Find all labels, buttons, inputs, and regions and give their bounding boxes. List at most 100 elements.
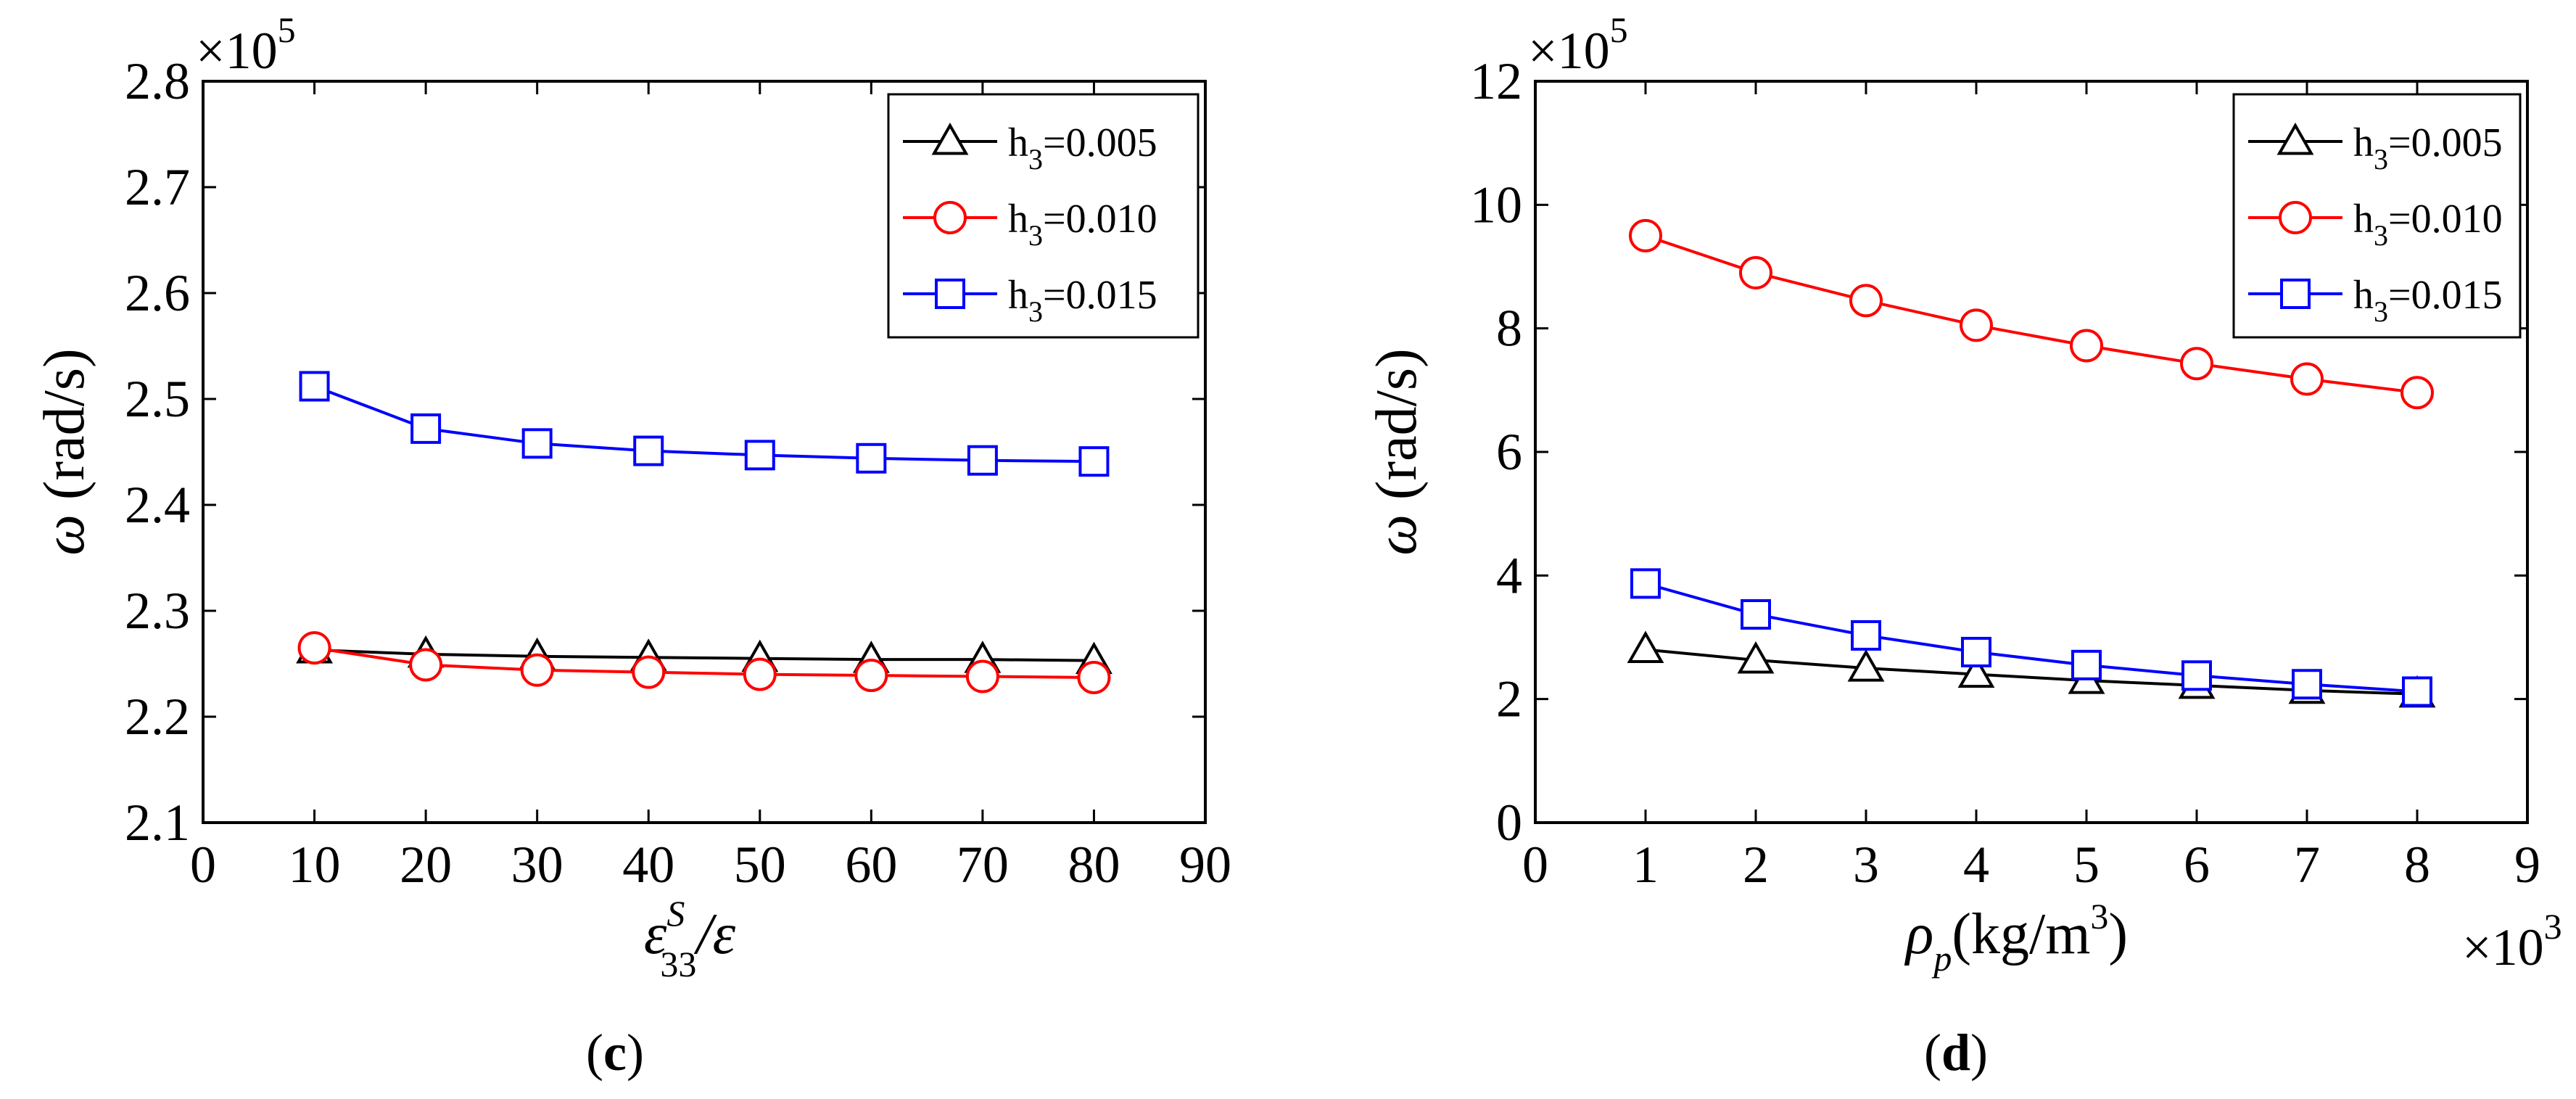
y-multiplier-exponent: 5 [278, 9, 296, 50]
panel-caption: (c) [586, 1024, 644, 1082]
legend-marker [931, 122, 969, 155]
data-point [2400, 376, 2434, 410]
y-tick-label: 2.2 [125, 688, 190, 746]
series-line [314, 649, 1094, 662]
plot-area-frame [202, 80, 1207, 824]
legend-label-value: =0.005 [1043, 120, 1157, 165]
x-tick-label: 50 [734, 836, 786, 894]
x-axis-label: εS 33/ε [644, 893, 736, 984]
legend-label-h: h [2353, 197, 2374, 242]
y-tick-label: 2.4 [125, 476, 190, 534]
x-axis-unit-close: ) [2108, 902, 2128, 966]
data-point [299, 371, 330, 402]
legend-entry: h3=0.005 [903, 120, 1157, 176]
legend-marker [933, 201, 967, 234]
x-tick-label: 9 [2514, 836, 2540, 894]
series-line [1645, 582, 2418, 693]
data-point [967, 445, 998, 476]
legend-entry: h3=0.015 [903, 273, 1157, 328]
data-point [743, 657, 777, 691]
legend-marker [935, 279, 965, 309]
series-line [313, 384, 1094, 464]
x-tick-label: 80 [1068, 836, 1120, 894]
caption-close: ) [1970, 1024, 1988, 1082]
y-multiplier: ×105 [196, 9, 296, 80]
y-axis-label: ω (rad/s) [33, 348, 96, 555]
x-tick-label: 6 [2184, 836, 2210, 894]
caption-close: ) [627, 1024, 644, 1082]
x-tick-label: 30 [511, 836, 564, 894]
legend-entry: h3=0.010 [2248, 197, 2503, 252]
data-point [2180, 347, 2213, 381]
data-point [1849, 284, 1883, 318]
legend-label: h3=0.010 [2353, 197, 2503, 252]
x-tick-label: 90 [1179, 836, 1231, 894]
y-tick-label: 10 [1470, 176, 1522, 234]
data-point [632, 655, 666, 689]
legend-entry: h3=0.005 [2248, 120, 2503, 176]
x-axis-unit-exponent: 3 [2090, 896, 2108, 937]
data-point [965, 659, 999, 693]
y-tick-label: 2 [1496, 670, 1522, 728]
legend-label-value: =0.005 [2388, 120, 2503, 165]
data-point [521, 428, 553, 459]
legend-marker [2276, 122, 2314, 155]
data-point [410, 413, 442, 444]
legend-marker [2279, 201, 2312, 234]
legend-label-subscript: 3 [1028, 295, 1043, 328]
series-square-2 [299, 371, 1110, 477]
x-tick-label: 7 [2294, 836, 2320, 894]
x-axis-superscript: S [666, 893, 685, 934]
y-axis-unit: (rad/s) [33, 348, 96, 514]
data-point [1957, 655, 1995, 688]
y-tick-label: 2.3 [125, 582, 190, 640]
x-axis-ratio: /ε [693, 902, 735, 966]
x-tick-label: 2 [1743, 836, 1769, 894]
data-point [520, 653, 554, 687]
x-axis-symbol: ε [644, 902, 667, 966]
x-axis-symbol: ρ [1904, 902, 1933, 966]
x-tick-label: 10 [289, 836, 341, 894]
x-axis-subscript: 33 [660, 944, 696, 984]
legend-label-h: h [1008, 197, 1028, 242]
x-axis-subscript: p [1931, 938, 1952, 979]
legend-label-value: =0.010 [2388, 197, 2503, 242]
y-multiplier-base: ×10 [196, 22, 278, 80]
data-point [854, 659, 888, 693]
y-axis-symbol: ω [33, 514, 96, 555]
y-tick-label: 12 [1470, 52, 1522, 110]
legend-marker [2280, 279, 2311, 309]
data-point [1078, 446, 1110, 477]
data-point [1630, 568, 1661, 599]
x-tick-label: 70 [957, 836, 1009, 894]
x-tick-label: 20 [400, 836, 452, 894]
data-point [1627, 630, 1664, 664]
panel-caption: (d) [1924, 1024, 1988, 1082]
caption-letter: d [1941, 1024, 1970, 1082]
legend-label-subscript: 3 [2374, 219, 2388, 252]
legend-label-h: h [2353, 120, 2374, 165]
x-tick-label: 5 [2073, 836, 2100, 894]
x-tick-label: 8 [2404, 836, 2430, 894]
x-tick-label: 1 [1632, 836, 1659, 894]
series-square-2 [1630, 568, 2432, 707]
data-point [1851, 620, 1881, 651]
data-point [633, 435, 664, 466]
data-point [2402, 676, 2432, 707]
data-point [2071, 649, 2102, 680]
legend-label-subscript: 3 [1028, 219, 1043, 252]
y-tick-label: 2.6 [125, 264, 190, 322]
x-tick-label: 0 [1522, 836, 1548, 894]
legend-label-h: h [1008, 120, 1028, 165]
x-tick-label: 4 [1963, 836, 1989, 894]
data-point [1739, 256, 1772, 290]
data-point [856, 443, 887, 474]
legend-label: h3=0.005 [1008, 120, 1157, 176]
x-multiplier-base: ×10 [2462, 918, 2544, 976]
data-point [2292, 669, 2322, 700]
legend-label-value: =0.010 [1043, 197, 1157, 242]
series-line [1645, 648, 2418, 696]
data-point [409, 648, 443, 682]
